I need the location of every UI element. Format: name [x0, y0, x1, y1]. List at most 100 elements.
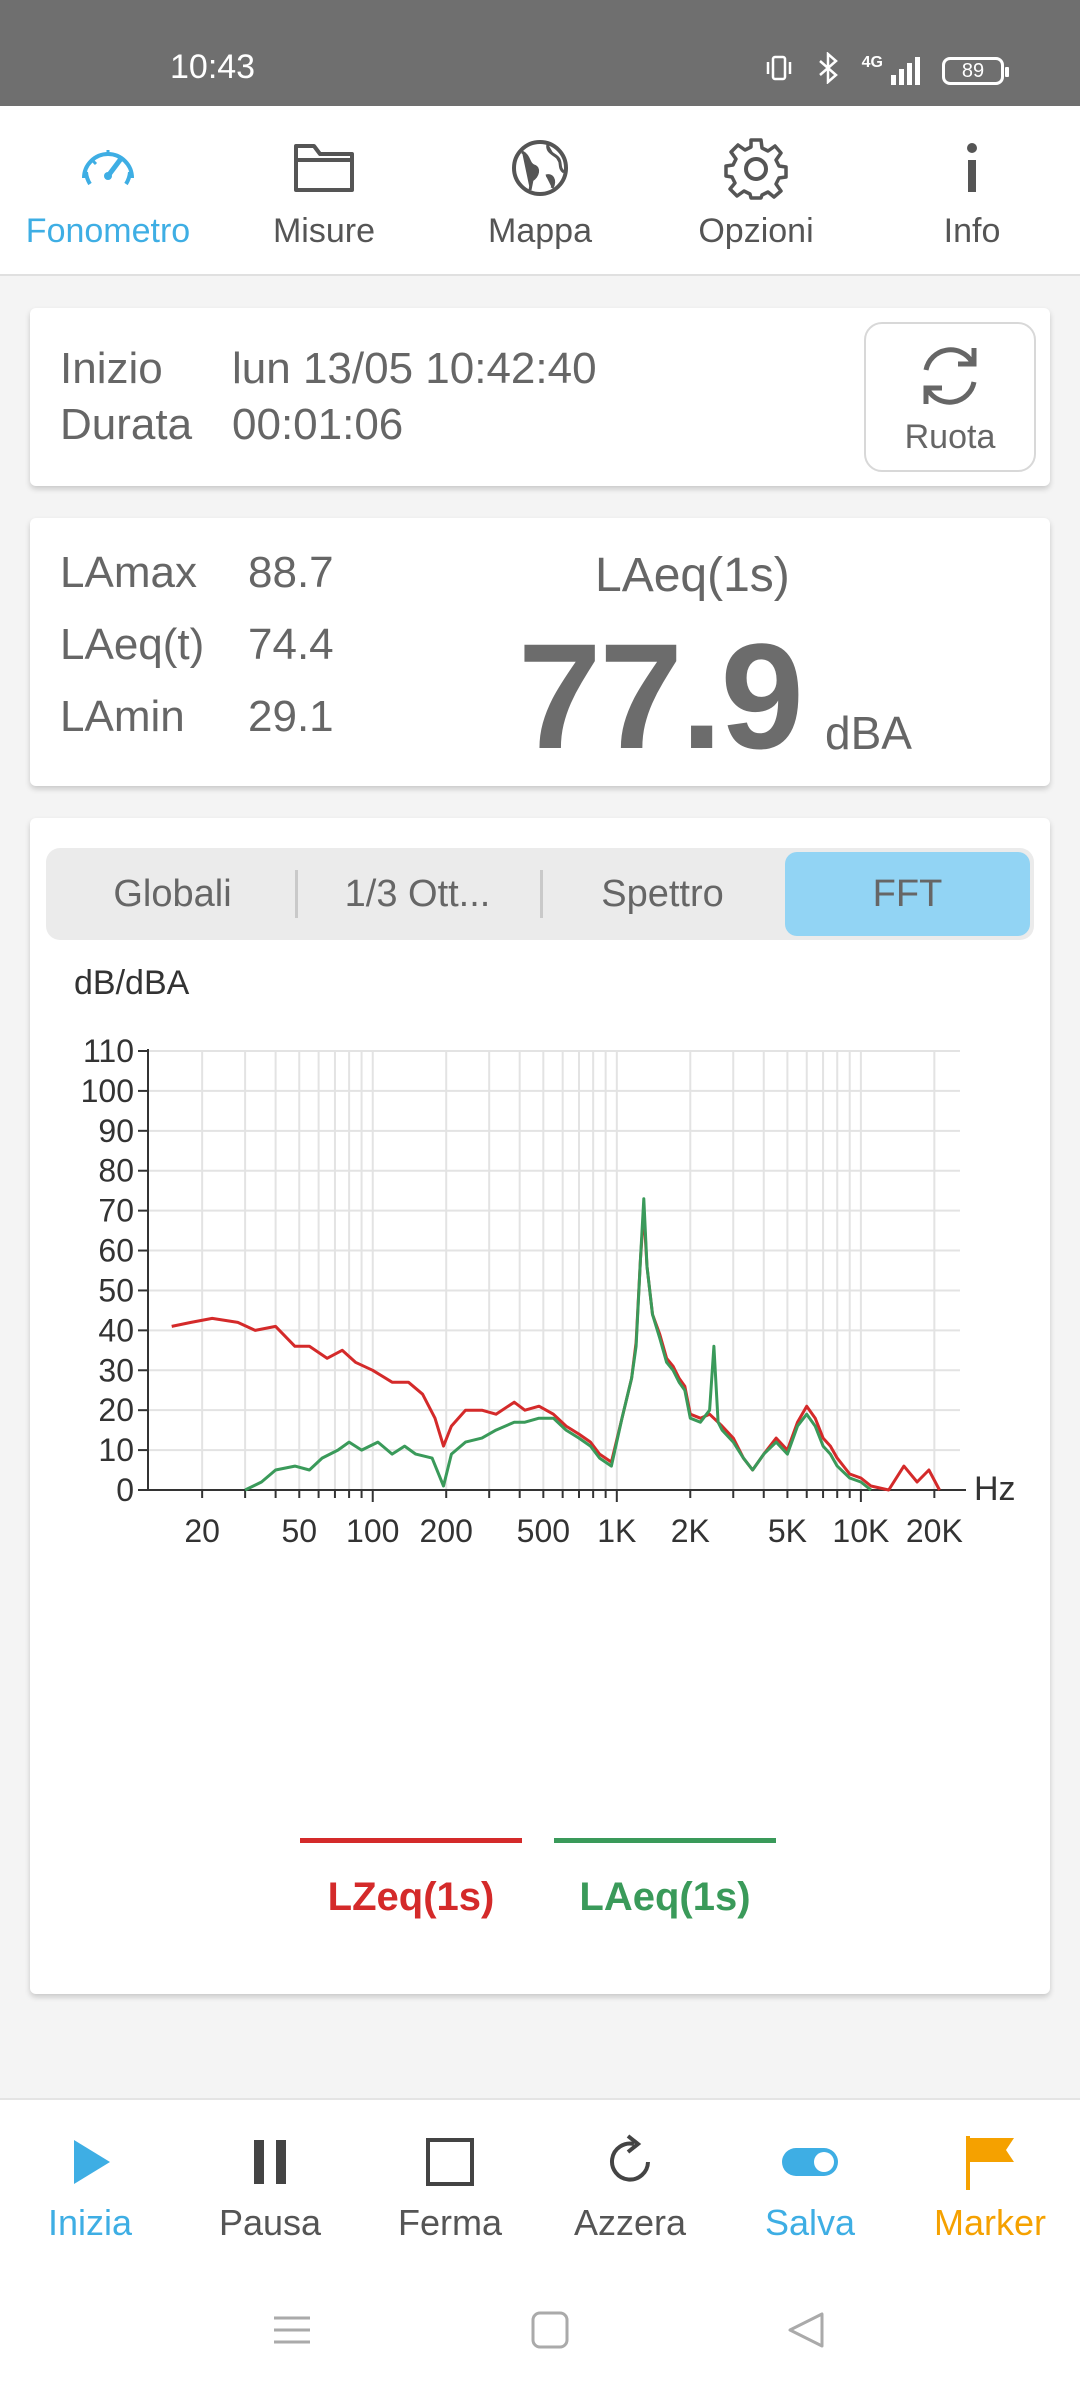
y-tick-label: 90	[98, 1113, 134, 1149]
bluetooth-icon	[816, 51, 840, 89]
nav-label-fonometro: Fonometro	[25, 212, 191, 250]
home-icon[interactable]	[530, 2310, 570, 2350]
x-tick-label: 20	[184, 1513, 220, 1549]
duration-label: Durata	[60, 400, 193, 449]
x-tick-label: 20K	[906, 1513, 963, 1549]
x-axis-label: Hz	[974, 1470, 1016, 1508]
speedometer-icon	[82, 150, 134, 186]
system-nav-bar	[0, 2250, 1080, 2400]
save-label: Salva	[764, 2202, 856, 2243]
current-level-title: LAeq(1s)	[595, 549, 790, 602]
legend-laeq: LAeq(1s)	[554, 1838, 776, 1920]
y-tick-label: 50	[98, 1272, 134, 1308]
reset-button[interactable]: Azzera	[540, 2100, 720, 2250]
nav-label-mappa: Mappa	[488, 212, 592, 250]
duration-value: 00:01:06	[232, 400, 404, 449]
start-value: lun 13/05 10:42:40	[232, 344, 597, 393]
nav-fonometro[interactable]: Fonometro	[0, 106, 216, 274]
bottom-toolbar: Inizia Pausa Ferma Azzera Salva Marker	[0, 2098, 1080, 2250]
duration-row: Durata 00:01:06	[60, 400, 403, 450]
x-tick-label: 500	[517, 1513, 570, 1549]
tab-spettro[interactable]: Spettro	[540, 852, 785, 936]
x-tick-label: 2K	[671, 1513, 710, 1549]
y-tick-label: 80	[98, 1153, 134, 1189]
nav-misure[interactable]: Misure	[216, 106, 432, 274]
x-tick-label: 50	[281, 1513, 317, 1549]
legend-lzeq-label: LZeq(1s)	[327, 1875, 495, 1919]
x-tick-label: 10K	[832, 1513, 889, 1549]
y-tick-label: 60	[98, 1233, 134, 1269]
y-tick-label: 20	[98, 1392, 134, 1428]
y-tick-label: 100	[81, 1073, 134, 1109]
pause-button[interactable]: Pausa	[180, 2100, 360, 2250]
battery-icon: 89	[942, 56, 1009, 85]
folder-icon	[294, 144, 354, 192]
view-tabs: Globali 1/3 Ott... Spettro FFT	[46, 848, 1034, 940]
y-tick-label: 0	[116, 1472, 134, 1508]
y-tick-label: 10	[98, 1432, 134, 1468]
x-tick-label: 100	[346, 1513, 399, 1549]
lamax-label: LAmax	[60, 548, 197, 597]
menu-icon[interactable]	[272, 2310, 312, 2350]
signal-icon	[891, 56, 920, 85]
y-tick-label: 70	[98, 1193, 134, 1229]
marker-label: Marker	[933, 2202, 1046, 2243]
x-tick-label: 200	[420, 1513, 473, 1549]
current-level-value: 77.9	[518, 612, 804, 780]
nav-mappa[interactable]: Mappa	[432, 106, 648, 274]
network-type: 4G	[861, 53, 883, 71]
refresh-icon	[923, 346, 977, 405]
lamax-row: LAmax 88.7	[60, 548, 334, 598]
pause-icon	[254, 2140, 286, 2184]
y-tick-label: 40	[98, 1312, 134, 1348]
tab-globali[interactable]: Globali	[113, 872, 232, 915]
stop-label: Ferma	[397, 2202, 502, 2243]
flag-icon	[966, 2136, 1014, 2190]
start-label: Inizio	[60, 344, 163, 393]
reset-label: Azzera	[573, 2202, 687, 2243]
x-tick-label: 5K	[768, 1513, 807, 1549]
globe-icon	[512, 140, 568, 196]
legend-lzeq: LZeq(1s)	[300, 1838, 522, 1920]
start-label: Inizia	[47, 2202, 133, 2243]
nav-label-info: Info	[943, 212, 1001, 250]
save-toggle[interactable]: Salva	[720, 2100, 900, 2250]
rotate-button[interactable]: Ruota	[864, 322, 1036, 472]
nav-info[interactable]: Info	[864, 106, 1080, 274]
nav-opzioni[interactable]: Opzioni	[648, 106, 864, 274]
rotate-label: Ruota	[904, 417, 996, 456]
tab-terzi-ottava[interactable]: 1/3 Ott...	[295, 852, 540, 936]
marker-button[interactable]: Marker	[900, 2100, 1080, 2250]
info-icon	[967, 143, 977, 192]
start-button[interactable]: Inizia	[0, 2100, 180, 2250]
reset-icon	[610, 2134, 650, 2182]
gear-icon	[724, 138, 788, 200]
nav-label-opzioni: Opzioni	[698, 212, 814, 250]
tab-fft[interactable]: FFT	[785, 852, 1030, 936]
y-tick-label: 110	[83, 1033, 134, 1069]
lamax-value: 88.7	[248, 548, 334, 597]
series-laeq-line	[244, 1197, 872, 1492]
y-tick-label: 30	[98, 1352, 134, 1388]
chart-series	[171, 1197, 941, 1492]
legend-laeq-swatch	[554, 1838, 776, 1843]
play-icon	[74, 2140, 110, 2184]
laeqt-row: LAeq(t) 74.4	[60, 620, 334, 670]
legend-laeq-label: LAeq(1s)	[579, 1875, 751, 1919]
stop-button[interactable]: Ferma	[360, 2100, 540, 2250]
status-bar: 10:43 4G 89	[0, 0, 1080, 106]
y-axis-label: dB/dBA	[74, 964, 190, 1002]
pause-label: Pausa	[218, 2202, 322, 2243]
lamin-row: LAmin 29.1	[60, 692, 334, 742]
status-icons: 4G 89	[764, 51, 1009, 89]
start-row: Inizio lun 13/05 10:42:40	[60, 344, 597, 394]
lamin-value: 29.1	[248, 692, 334, 741]
back-icon[interactable]	[786, 2310, 826, 2350]
chart-grid	[148, 1050, 960, 1491]
legend-lzeq-swatch	[300, 1838, 522, 1843]
vibrate-icon	[764, 53, 794, 88]
lamin-label: LAmin	[60, 692, 185, 741]
stop-icon	[426, 2138, 474, 2186]
